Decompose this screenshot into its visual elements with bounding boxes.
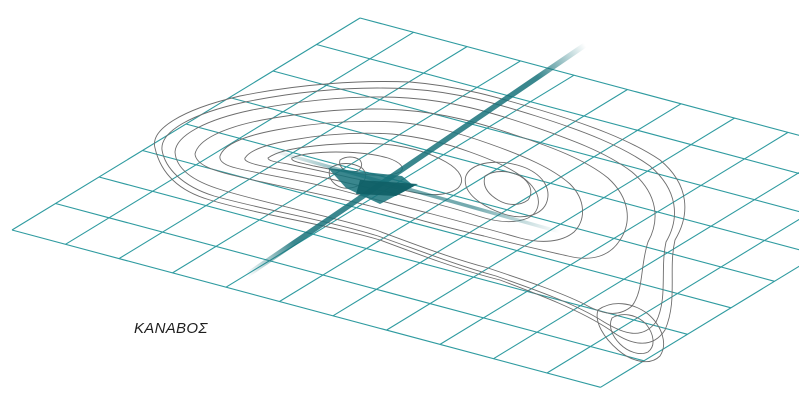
grid-line — [359, 17, 799, 136]
contour-line — [219, 120, 583, 242]
grid-line — [546, 218, 799, 374]
grid-line — [600, 265, 799, 388]
contour-line — [154, 81, 686, 344]
contour-line — [194, 108, 628, 259]
grid-line — [65, 31, 414, 245]
grid-line — [316, 43, 799, 175]
grid-line — [439, 131, 789, 345]
grid-line — [332, 103, 682, 317]
contour-line — [161, 87, 675, 334]
contour-line — [596, 303, 664, 363]
grid-line — [279, 89, 628, 302]
grid-line — [11, 17, 361, 231]
contour-lines — [154, 81, 686, 363]
contour-line — [483, 171, 532, 205]
contour-line — [464, 161, 549, 218]
horizontal-axis — [269, 148, 561, 234]
grid-line — [172, 60, 521, 274]
grid — [11, 17, 799, 388]
grid-line — [229, 96, 799, 251]
contour-line — [174, 96, 656, 314]
diagram-label: ΚΑΝΑΒΟΣ — [134, 320, 208, 337]
grid-line — [386, 117, 735, 331]
grid-line — [55, 202, 645, 362]
grid-line — [118, 46, 468, 260]
grid-line — [493, 171, 799, 360]
contour-line — [267, 142, 462, 196]
contour-line — [339, 156, 363, 173]
contour-line — [609, 314, 654, 355]
main-axes — [245, 42, 587, 278]
grid-line — [98, 176, 688, 335]
diagonal-axis — [245, 42, 587, 278]
contour-line — [244, 132, 539, 223]
axis-crossing-band — [356, 180, 418, 196]
grid-line — [11, 229, 601, 388]
